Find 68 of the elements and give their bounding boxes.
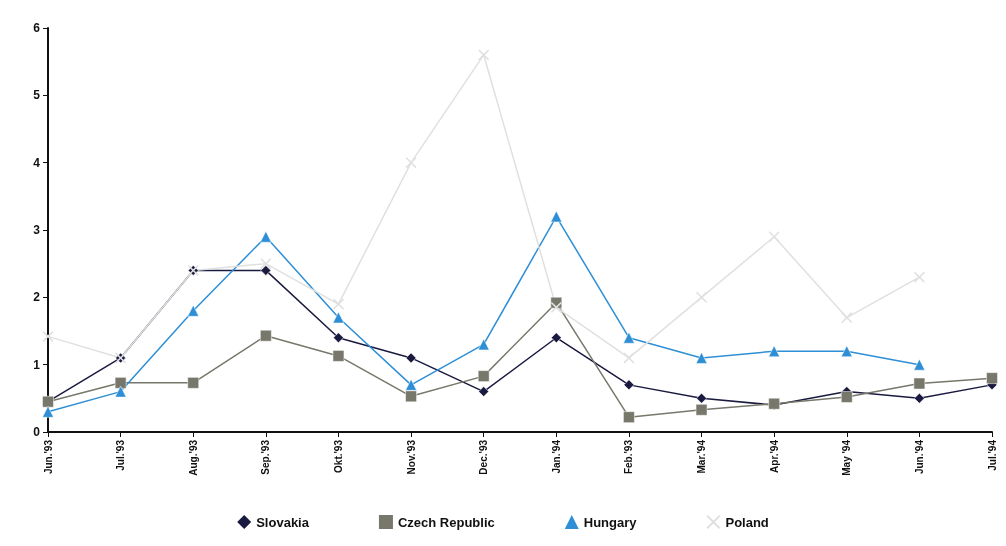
point — [914, 393, 925, 404]
legend-label: Czech Republic — [397, 514, 495, 530]
point — [42, 406, 54, 418]
point — [986, 372, 998, 384]
y-tick-label: 4 — [33, 155, 41, 170]
point — [332, 350, 345, 362]
point — [623, 411, 635, 423]
point — [114, 377, 127, 389]
x-tick-label: Mar.'94 — [696, 439, 708, 474]
point — [260, 265, 272, 276]
x-tick-label: Jan.'94 — [550, 439, 562, 474]
point — [260, 329, 272, 342]
x-tick-label: Feb.'93 — [623, 439, 635, 475]
point — [768, 231, 780, 243]
y-tick-label: 3 — [33, 223, 41, 237]
point — [332, 298, 344, 310]
x-tick-label: Dec.'93 — [478, 439, 490, 475]
x-tick-label: Aug.'93 — [187, 439, 199, 476]
y-tick-label: 5 — [33, 88, 41, 103]
y-tick-label: 1 — [33, 357, 41, 372]
point — [623, 352, 635, 364]
legend-label: Poland — [725, 514, 769, 530]
point — [550, 210, 563, 223]
point — [695, 352, 708, 364]
y-tick-label: 6 — [33, 21, 41, 35]
point — [696, 393, 707, 404]
x-tick-label: Okt.'93 — [332, 439, 344, 473]
point — [623, 331, 635, 344]
point — [550, 301, 562, 313]
point — [187, 377, 199, 389]
x-tick-label: Nov.'93 — [405, 439, 417, 475]
point — [695, 404, 708, 416]
x-tick-label: Apr.'94 — [768, 439, 780, 473]
point — [42, 330, 54, 342]
y-tick-label: 0 — [33, 425, 41, 439]
point — [333, 332, 344, 343]
point — [405, 390, 417, 403]
point — [913, 271, 925, 283]
point — [332, 311, 345, 324]
legend-label: Hungary — [583, 514, 638, 530]
point — [477, 370, 490, 382]
point — [913, 377, 926, 390]
y-tick-label: 2 — [33, 290, 41, 305]
point — [405, 352, 417, 364]
legend-label: Slovakia — [256, 514, 310, 530]
point — [187, 305, 199, 317]
point — [478, 49, 490, 61]
x-tick-label: Jun.'93 — [42, 439, 54, 475]
point — [405, 379, 417, 391]
point — [841, 312, 853, 324]
x-tick-label: Jul.'93 — [115, 439, 127, 471]
point — [551, 332, 562, 343]
point — [841, 345, 853, 357]
point — [841, 391, 853, 403]
point — [623, 379, 635, 391]
point — [696, 291, 708, 303]
x-tick-label: Jun.'94 — [913, 439, 925, 475]
point — [260, 258, 272, 270]
x-tick-label: Jul.'94 — [986, 439, 998, 471]
point — [478, 386, 489, 397]
x-tick-label: May '94 — [841, 439, 853, 476]
point — [260, 230, 272, 243]
x-tick-label: Sep.'93 — [260, 439, 272, 475]
point — [405, 157, 417, 169]
point — [477, 338, 490, 351]
point — [768, 345, 780, 357]
point — [913, 358, 926, 371]
point — [114, 385, 127, 398]
